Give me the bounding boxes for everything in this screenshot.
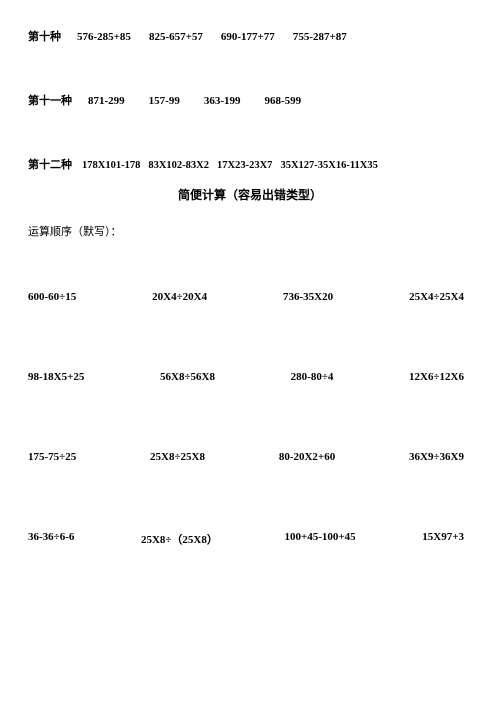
exercise: 12X6÷12X6 bbox=[409, 371, 464, 383]
exercise: 100+45-100+45 bbox=[284, 531, 355, 547]
section-10-problems: 576-285+85 825-657+57 690-177+77 755-287… bbox=[77, 31, 347, 43]
problem: 825-657+57 bbox=[149, 31, 203, 43]
problem: 755-287+87 bbox=[293, 31, 347, 43]
problem: 871-299 bbox=[88, 95, 125, 107]
exercise: 20X4÷20X4 bbox=[152, 291, 207, 303]
exercise: 80-20X2+60 bbox=[279, 451, 335, 463]
problem: 17X23-23X7 bbox=[217, 160, 272, 171]
exercise: 25X4÷25X4 bbox=[409, 291, 464, 303]
section-12-row: 第十二种 178X101-178 83X102-83X2 17X23-23X7 … bbox=[28, 156, 472, 172]
problem: 178X101-178 bbox=[82, 160, 140, 171]
page-title: 简便计算（容易出错类型） bbox=[28, 186, 472, 203]
exercise: 56X8÷56X8 bbox=[160, 371, 215, 383]
exercise: 280-80÷4 bbox=[291, 371, 334, 383]
exercise-row-1: 600-60÷15 20X4÷20X4 736-35X20 25X4÷25X4 bbox=[28, 291, 472, 303]
exercise: 36-36÷6-6 bbox=[28, 531, 74, 547]
exercise: 98-18X5+25 bbox=[28, 371, 84, 383]
section-11-problems: 871-299 157-99 363-199 968-599 bbox=[88, 95, 301, 107]
problem: 363-199 bbox=[204, 95, 241, 107]
section-12-problems: 178X101-178 83X102-83X2 17X23-23X7 35X12… bbox=[82, 160, 378, 171]
section-10-row: 第十种 576-285+85 825-657+57 690-177+77 755… bbox=[28, 28, 472, 44]
exercise: 736-35X20 bbox=[283, 291, 333, 303]
problem: 690-177+77 bbox=[221, 31, 275, 43]
problem: 35X127-35X16-11X35 bbox=[280, 160, 377, 171]
exercise: 36X9÷36X9 bbox=[409, 451, 464, 463]
exercise-row-4: 36-36÷6-6 25X8÷（25X8） 100+45-100+45 15X9… bbox=[28, 531, 472, 547]
problem: 968-599 bbox=[265, 95, 302, 107]
exercise: 25X8÷（25X8） bbox=[141, 531, 218, 547]
section-10-label: 第十种 bbox=[28, 28, 61, 44]
exercise: 15X97+3 bbox=[422, 531, 464, 547]
exercise: 175-75÷25 bbox=[28, 451, 76, 463]
problem: 83X102-83X2 bbox=[148, 160, 209, 171]
section-11-row: 第十一种 871-299 157-99 363-199 968-599 bbox=[28, 92, 472, 108]
exercise: 600-60÷15 bbox=[28, 291, 76, 303]
exercise-row-3: 175-75÷25 25X8÷25X8 80-20X2+60 36X9÷36X9 bbox=[28, 451, 472, 463]
problem: 576-285+85 bbox=[77, 31, 131, 43]
exercise-row-2: 98-18X5+25 56X8÷56X8 280-80÷4 12X6÷12X6 bbox=[28, 371, 472, 383]
exercise: 25X8÷25X8 bbox=[150, 451, 205, 463]
section-12-label: 第十二种 bbox=[28, 156, 72, 172]
section-11-label: 第十一种 bbox=[28, 92, 72, 108]
problem: 157-99 bbox=[149, 95, 180, 107]
subheading: 运算顺序（默写）： bbox=[28, 223, 472, 239]
